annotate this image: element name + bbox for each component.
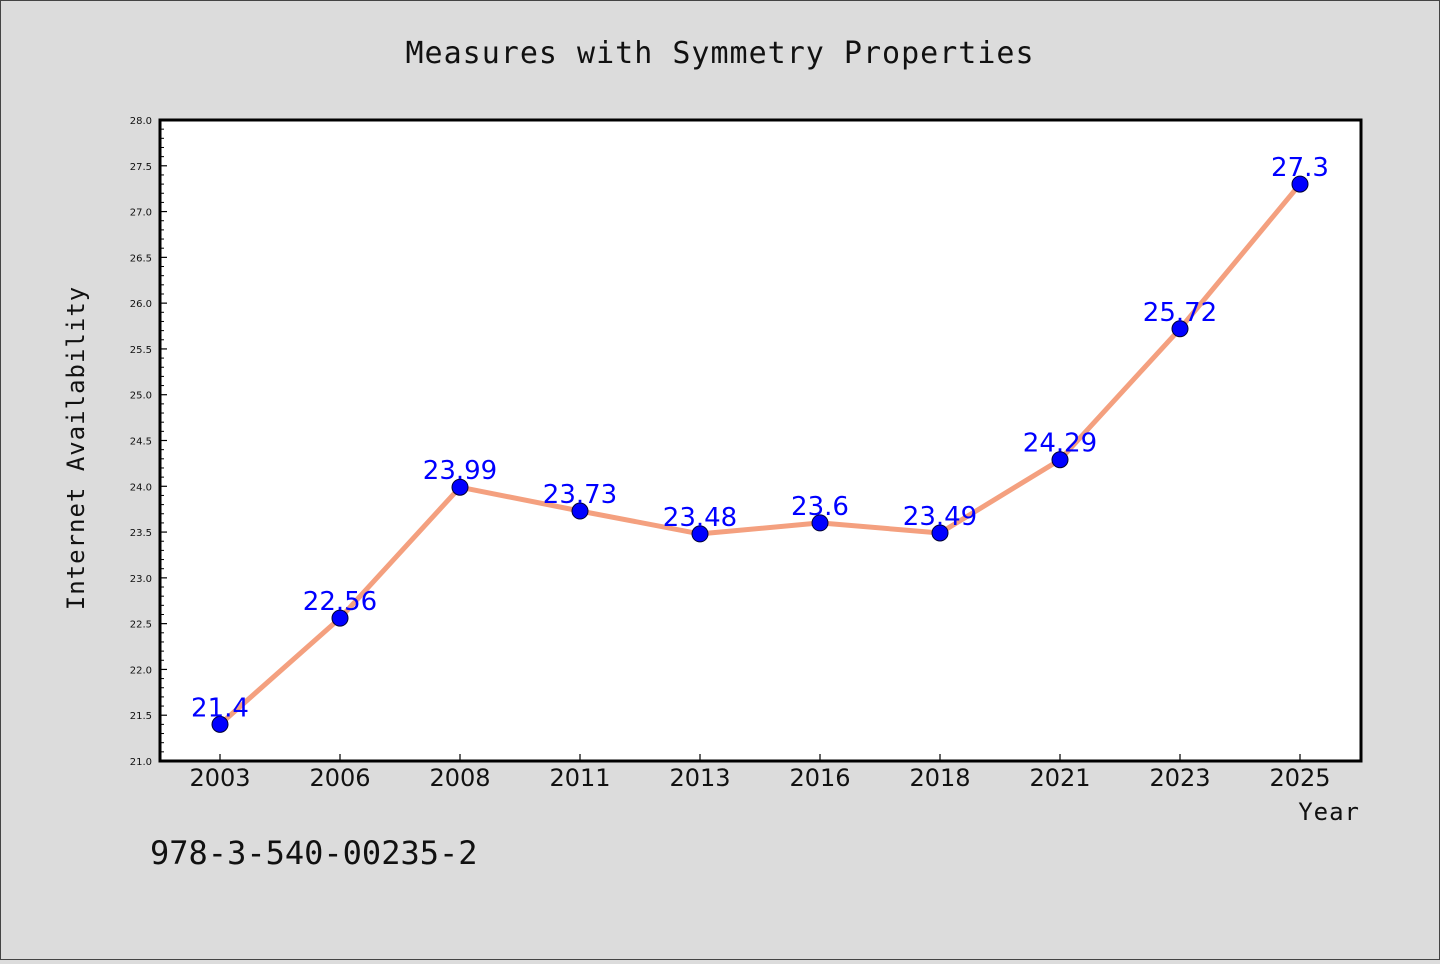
- x-tick-label: 2025: [1269, 764, 1330, 792]
- x-axis-label: Year: [1298, 798, 1360, 826]
- data-point: [1051, 451, 1069, 469]
- data-point: [1291, 175, 1309, 193]
- y-tick-label: 25.0: [130, 391, 152, 402]
- data-point: [931, 524, 949, 542]
- plot-area: [158, 118, 1363, 763]
- y-tick-label: 24.5: [130, 437, 152, 448]
- data-point: [451, 478, 469, 496]
- data-point: [691, 525, 709, 543]
- data-label: 23.6: [791, 492, 849, 522]
- y-tick-label: 22.0: [130, 665, 152, 676]
- data-point: [331, 609, 349, 627]
- y-tick-label: 26.5: [130, 253, 152, 264]
- data-point: [811, 514, 829, 532]
- data-point: [1171, 320, 1189, 338]
- y-tick-label: 26.0: [130, 299, 152, 310]
- data-point: [211, 715, 229, 733]
- x-tick-label: 2018: [909, 764, 970, 792]
- series-layer: 21.4 22.56 23.99 23.73 23.48 23.6 23.49 24.29 25…: [191, 153, 1329, 733]
- x-tick-label: 2006: [309, 764, 370, 792]
- y-tick-label: 27.5: [130, 162, 152, 173]
- data-point: [571, 502, 589, 520]
- data-label: 23.48: [663, 503, 737, 533]
- y-tick-label: 23.0: [130, 574, 152, 585]
- x-tick-label: 2013: [669, 764, 730, 792]
- y-tick-label: 24.0: [130, 482, 152, 493]
- x-tick-label: 2023: [1149, 764, 1210, 792]
- x-tick-label: 2003: [189, 764, 250, 792]
- data-label: 27.3: [1271, 153, 1329, 183]
- y-tick-label: 22.5: [130, 620, 152, 631]
- data-label: 23.73: [543, 480, 617, 510]
- data-label: 25.72: [1143, 298, 1217, 328]
- chart-title: Measures with Symmetry Properties: [405, 36, 1034, 71]
- x-tick-label: 2008: [429, 764, 490, 792]
- y-tick-label: 27.0: [130, 208, 152, 219]
- x-tick-label: 2021: [1029, 764, 1090, 792]
- data-label: 24.29: [1023, 429, 1097, 459]
- y-tick-label: 21.5: [130, 711, 152, 722]
- series-line: [217, 181, 1303, 727]
- y-axis: 21.0 21.5 22.0 22.5 23.0 23.5 24.0 24.5 25.0 25.5…: [130, 116, 167, 768]
- isbn-annotation: 978-3-540-00235-2: [150, 834, 478, 872]
- data-label: 21.4: [191, 693, 249, 723]
- x-tick-label: 2016: [789, 764, 850, 792]
- x-axis: 2003 2006 2008 2011 2013 2016 2018 2021 2023 2025: [189, 754, 1331, 792]
- data-label: 22.56: [303, 587, 377, 617]
- data-label: 23.99: [423, 456, 497, 486]
- y-tick-label: 23.5: [130, 528, 152, 539]
- y-tick-label: 25.5: [130, 345, 152, 356]
- y-tick-label: 28.0: [130, 116, 152, 127]
- x-tick-label: 2011: [549, 764, 610, 792]
- y-axis-label: Internet Availability: [62, 286, 90, 610]
- y-tick-label: 21.0: [130, 757, 152, 768]
- data-label: 23.49: [903, 502, 977, 532]
